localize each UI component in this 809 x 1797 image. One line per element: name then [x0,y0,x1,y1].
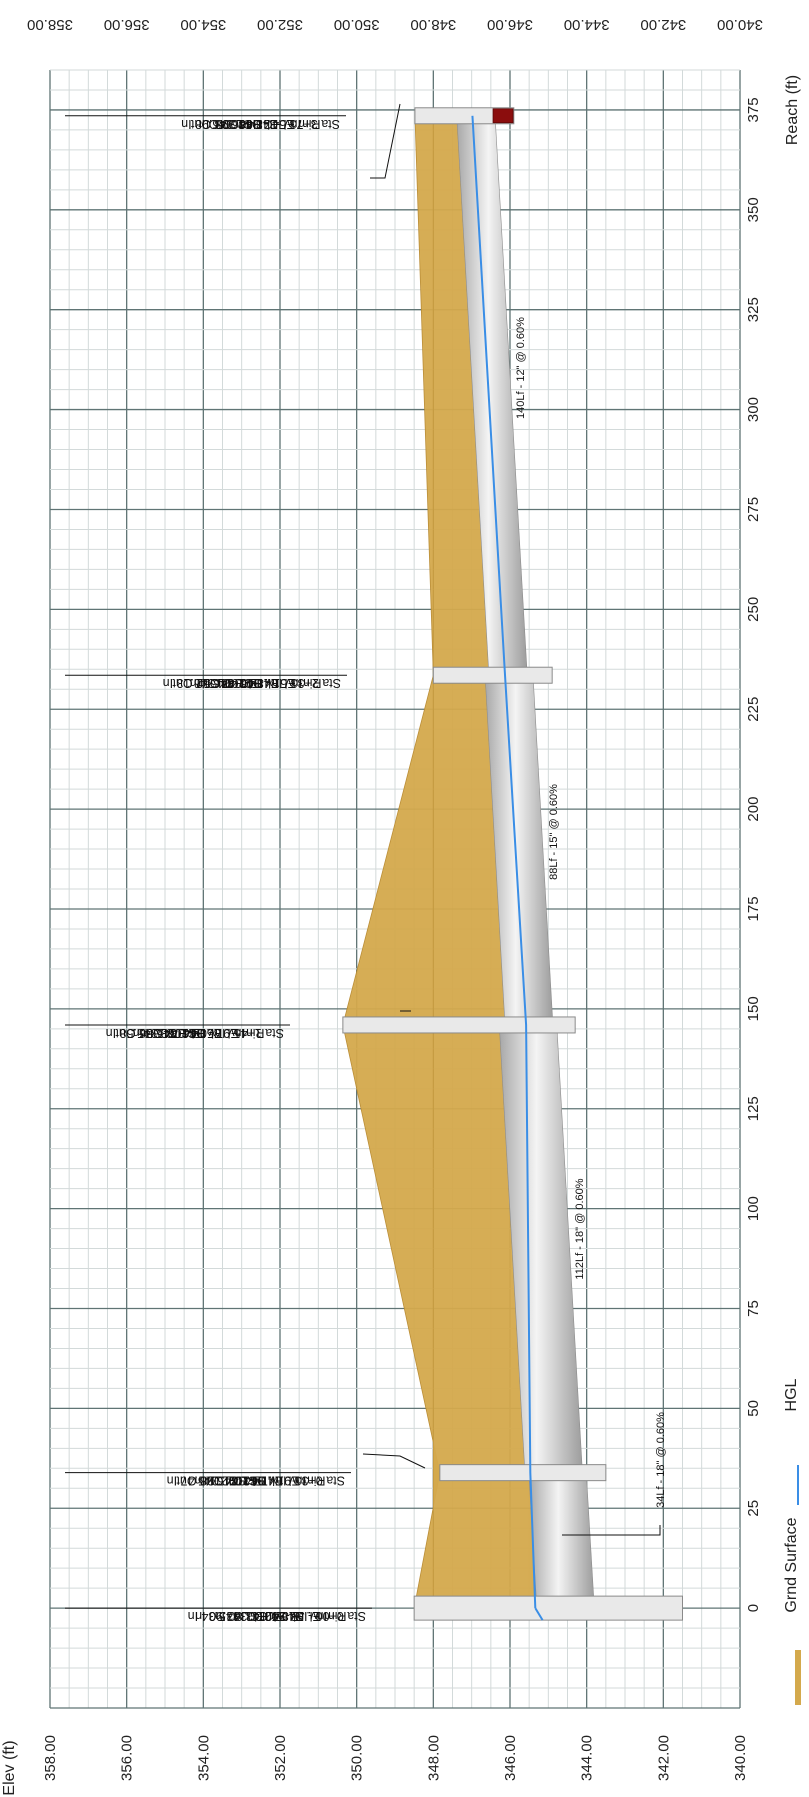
structure-annotation-line: Inv. El. 342.00 In [234,1609,327,1623]
structure-annotation-line: HGL 346.13 In [163,676,244,690]
structure-annotation-line: Sta 0+00 - JB-2001 [258,1609,366,1623]
structure-annotation-line: Inv. El. 345.40 Out [199,676,302,690]
x-tick-label: 300 [745,397,762,422]
annotation-leader-elbow [370,103,401,179]
structure-annotation-line: Rim El. 348.50 [264,1609,346,1623]
y-tick-label-bottom: 350.00 [349,1735,366,1781]
y-tick-label-top: 356.00 [104,16,150,33]
structure-annotation-line: Rim El. 348.00 [239,676,321,690]
structure-annotation-line: HGL 345.38 Out [176,1474,267,1488]
structure-annotation-line: Inv. El. 344.11 In [194,1474,286,1488]
ground-fill-below [433,115,537,1609]
structure-annotation-line: HGL 345.58 In [106,1026,187,1040]
legend-label-ground: Grnd Surface [783,1517,800,1612]
structure-annotation-line: Rim El. 348.48 [238,117,320,131]
x-tick-label: 50 [745,1400,762,1417]
hgl-line [471,115,537,1609]
structure-layer [342,107,683,1621]
ground-surface-area [342,115,441,1609]
pipe-label-leader [562,1525,661,1536]
structure-annotation-line: Inv. El. 344.78 Out [142,1026,245,1040]
pipe-label: 88Lf - 15" @ 0.60% [548,784,560,880]
tick-labels: 340.00 340.00 342.00 342.00 344.00 344.00 346.… [1,16,801,1796]
pipe-segment-1 [528,1472,595,1609]
structure-annotation-line: HGL 345.47 In [167,1474,248,1488]
structure-annotation-line: Inv. El. 345.55 In [190,676,283,690]
y-tick-label-top: 354.00 [180,16,226,33]
structure-2 [439,1464,607,1482]
y-tick-label-top: 358.00 [27,16,73,33]
structure-annotation-line: HGL 346.98 In [181,117,262,131]
structure-annotation-line: HGL 345.56 Out [115,1026,206,1040]
y-tick-label-top: 346.00 [487,16,533,33]
x-tick-label: 25 [745,1500,762,1517]
y-tick-label-bottom: 356.00 [119,1735,136,1781]
pipe-label: 112Lf - 18" @ 0.60% [574,1178,586,1279]
x-tick-label: 275 [745,497,762,522]
structure-annotation-line: Sta 2+33.51 - DI-2004 [218,676,341,690]
y-tick-label-bottom: 340.00 [732,1735,749,1781]
structure-annotation-line: Rim El. 347.83 [243,1474,325,1488]
legend-swatch-ground [795,1650,801,1705]
y-tick-label-bottom: 342.00 [655,1735,672,1781]
structure-annotation-line: Inv. El. 343.80 In [215,1609,308,1623]
structure-annotation-line: HGL 346.12 Out [172,676,263,690]
x-tick-label: 75 [745,1300,762,1317]
x-tick-label: 100 [745,1196,762,1221]
pipe-label: 140Lf - 12" @ 0.60% [515,317,527,419]
x-tick-label: 150 [745,996,762,1021]
x-tick-label: 325 [745,297,762,322]
outfall-end-cap [492,108,514,124]
y-tick-label-bottom: 358.00 [42,1735,59,1781]
pipe-layer [456,115,595,1609]
y-tick-label-bottom: 344.00 [579,1735,596,1781]
x-tick-label: 350 [745,197,762,222]
structure-annotation-line: Sta 3+73.54 - DI-2005 [217,117,340,131]
y-tick-label-bottom: 346.00 [502,1735,519,1781]
y-tick-label-top: 350.00 [334,16,380,33]
structure-annotation-line: Rim El. 350.36 [182,1026,264,1040]
ground-surface-layer [342,115,537,1609]
y-tick-label-top: 342.00 [640,16,686,33]
structure-annotation-line: Inv. El. 343.90 In [195,1609,288,1623]
structure-annotation-line: Inv. El. 344.01 Out [203,1474,306,1488]
legend-label-hgl: HGL [783,1378,800,1411]
y-tick-label-bottom: 348.00 [425,1735,442,1781]
structure-annotation-line: Sta 0+33.91 - DI-2002 [222,1474,345,1488]
x-tick-label: 375 [745,97,762,122]
y-axis-title: Elev (ft) [1,1740,18,1795]
y-tick-label-top: 348.00 [410,16,456,33]
x-tick-label: 125 [745,1096,762,1121]
x-tick-label: 0 [745,1604,762,1612]
hgl-entry-line [534,1607,544,1621]
structure-annotation-line: Inv. El. 344.88 In [133,1026,226,1040]
structure-5 [414,107,515,125]
x-tick-label: 225 [745,697,762,722]
x-tick-label: 250 [745,597,762,622]
pipe-label: 34Lf - 18" @ 0.60% [655,1412,667,1508]
x-axis-title: Reach (ft) [784,75,801,145]
structure-annotation-line: HGL 346.98 Out [190,117,281,131]
legend: Grnd Surface HGL [783,1378,801,1705]
y-tick-label-top: 352.00 [257,16,303,33]
structure-4 [432,666,553,684]
y-tick-label-top: 344.00 [564,16,610,33]
structure-annotation-line: Inv. El. 346.39 Out [198,117,301,131]
y-tick-label-bottom: 354.00 [195,1735,212,1781]
structure-3 [342,1016,576,1034]
x-tick-label: 200 [745,797,762,822]
hgl-layer [471,115,544,1621]
structure-annotation-line: Sta 1+45.97 - DI-2003 [161,1026,284,1040]
y-tick-label-top: 340.00 [717,16,763,33]
annotation-leader-elbow [362,1453,426,1469]
structure-1 [413,1595,683,1621]
y-tick-label-bottom: 352.00 [272,1735,289,1781]
x-tick-label: 175 [745,896,762,921]
structure-annotation-line: HGL 345.34 In [188,1609,269,1623]
